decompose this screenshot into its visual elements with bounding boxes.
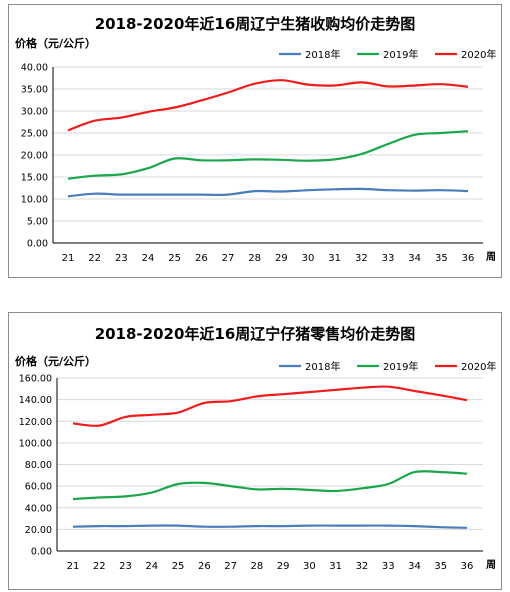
x-tick-label: 21 [67,561,80,572]
x-tick-label: 31 [329,561,342,572]
series-line [72,385,468,427]
y-tick-label: 20.00 [21,151,48,162]
y-tick-label: 140.00 [19,395,52,406]
x-tick-label: 31 [328,253,341,264]
x-tick-label: 25 [172,561,185,572]
x-tick-label: 33 [382,561,395,572]
x-axis-unit-label: 周 [486,251,496,263]
y-axis-unit-label: 价格（元/公斤） [15,355,97,368]
line-chart-live-pig: 0.00 5.00 10.00 15.00 20.00 25.00 30.00 35.00 40… [21,48,497,264]
series-line [67,187,469,198]
x-tick-label: 36 [461,561,474,572]
series-line [67,130,469,180]
x-tick-label: 26 [198,561,211,572]
y-tick-label: 20.00 [25,525,52,536]
legend-label: 2019年 [383,360,418,373]
y-tick-label: 5.00 [27,217,48,228]
y-tick-label: 15.00 [21,173,48,184]
x-tick-label: 25 [168,253,181,264]
line-chart-piglet: 0.00 20.00 40.00 60.00 80.00 100.00 120.00 140.… [19,360,497,572]
series-line [72,524,468,529]
x-tick-label: 21 [62,253,75,264]
y-tick-label: 0.00 [31,547,52,558]
x-tick-label: 36 [462,253,475,264]
y-axis-unit-label: 价格（元/公斤） [15,37,97,50]
y-tick-label: 30.00 [21,107,48,118]
legend-label: 2020年 [461,360,496,373]
x-tick-label: 23 [115,253,128,264]
chart-title: 2018-2020年近16周辽宁生猪收购均价走势图 [94,15,416,33]
series-line [67,79,469,132]
x-tick-label: 29 [277,561,290,572]
x-tick-label: 26 [195,253,208,264]
chart-title: 2018-2020年近16周辽宁仔猪零售均价走势图 [94,325,416,343]
y-tick-label: 80.00 [25,460,52,471]
x-tick-label: 35 [434,561,447,572]
x-tick-label: 27 [222,253,235,264]
x-tick-label: 24 [145,561,158,572]
y-tick-label: 40.00 [21,63,48,74]
y-tick-label: 100.00 [19,438,52,449]
x-tick-label: 34 [408,253,421,264]
y-tick-label: 10.00 [21,195,48,206]
x-tick-label: 28 [248,253,261,264]
chart-panel-live-pig: 2018-2020年近16周辽宁生猪收购均价走势图 价格（元/公斤） 0.00 5… [8,4,502,278]
x-tick-label: 30 [302,253,315,264]
x-tick-label: 22 [88,253,101,264]
y-tick-label: 35.00 [21,85,48,96]
x-tick-label: 35 [435,253,448,264]
chart-panel-piglet: 2018-2020年近16周辽宁仔猪零售均价走势图 价格（元/公斤） 0.00 2… [8,312,502,590]
y-tick-label: 25.00 [21,129,48,140]
x-tick-label: 32 [355,253,368,264]
x-tick-label: 30 [303,561,316,572]
y-tick-label: 0.00 [27,239,48,250]
series-line [72,470,468,501]
y-tick-label: 160.00 [19,374,52,385]
x-tick-label: 24 [142,253,155,264]
x-tick-label: 34 [408,561,421,572]
x-axis-unit-label: 周 [486,559,496,571]
y-tick-label: 120.00 [19,417,52,428]
x-tick-label: 29 [275,253,288,264]
y-tick-label: 60.00 [25,482,52,493]
legend-label: 2018年 [305,360,340,373]
y-tick-label: 40.00 [25,503,52,514]
x-tick-label: 32 [356,561,369,572]
x-tick-label: 22 [93,561,106,572]
x-tick-label: 27 [224,561,237,572]
x-tick-label: 23 [119,561,132,572]
legend-label: 2019年 [383,48,418,61]
x-tick-label: 33 [382,253,395,264]
legend-label: 2020年 [461,48,496,61]
x-tick-label: 28 [250,561,263,572]
legend-label: 2018年 [305,48,340,61]
